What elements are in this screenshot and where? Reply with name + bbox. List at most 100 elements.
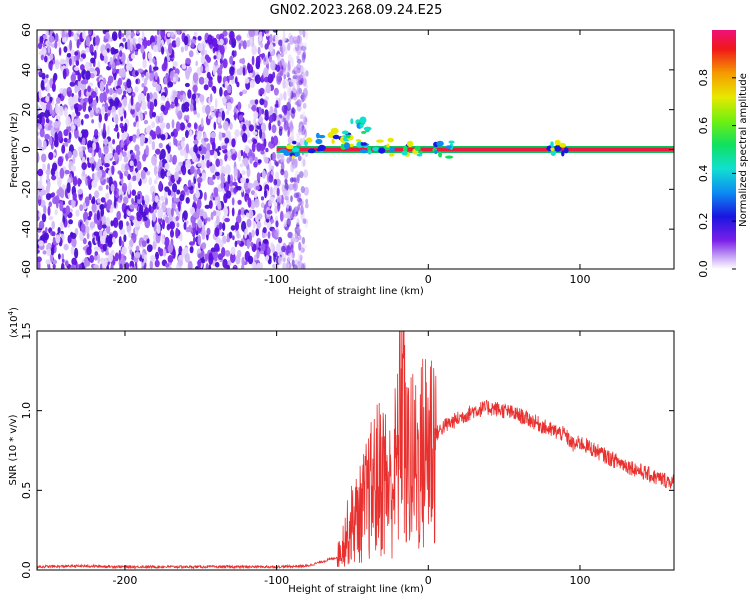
noise-blob bbox=[278, 128, 283, 136]
noise-blob bbox=[114, 252, 119, 262]
noise-blob bbox=[160, 95, 166, 101]
noise-blob bbox=[136, 121, 140, 128]
noise-blob bbox=[189, 103, 194, 112]
signal-feature bbox=[342, 130, 349, 135]
noise-blob bbox=[172, 154, 177, 165]
noise-blob bbox=[113, 189, 118, 196]
noise-blob bbox=[41, 116, 45, 126]
signal-feature bbox=[554, 144, 562, 152]
noise-blob bbox=[100, 197, 106, 203]
noise-blob bbox=[139, 134, 146, 145]
noise-blob bbox=[59, 221, 64, 231]
noise-blob bbox=[304, 121, 308, 130]
noise-blob bbox=[71, 124, 76, 131]
noise-blob bbox=[65, 153, 69, 162]
noise-blob bbox=[268, 199, 272, 207]
noise-blob bbox=[70, 73, 77, 83]
noise-blob bbox=[75, 209, 80, 217]
noise-blob bbox=[254, 156, 258, 162]
noise-blob bbox=[251, 55, 255, 66]
noise-blob bbox=[232, 181, 238, 186]
noise-blob bbox=[260, 242, 266, 252]
noise-blob bbox=[196, 198, 202, 210]
noise-blob bbox=[45, 227, 48, 233]
noise-blob bbox=[89, 109, 94, 118]
noise-blob bbox=[265, 147, 269, 153]
noise-blob bbox=[277, 120, 281, 127]
noise-blob bbox=[73, 33, 78, 40]
noise-blob bbox=[57, 130, 63, 141]
noise-blob bbox=[136, 128, 140, 140]
signal-feature bbox=[318, 134, 326, 139]
noise-blob bbox=[277, 256, 283, 265]
noise-blob bbox=[70, 96, 74, 106]
snr-y-scale-label: (x104) bbox=[7, 307, 20, 338]
noise-blob bbox=[208, 180, 215, 186]
noise-blob bbox=[136, 30, 140, 35]
noise-blob bbox=[248, 30, 254, 38]
noise-blob bbox=[253, 111, 259, 120]
noise-blob bbox=[195, 266, 199, 269]
noise-blob bbox=[175, 207, 179, 216]
noise-blob bbox=[185, 159, 191, 169]
noise-blob bbox=[216, 238, 220, 244]
noise-blob bbox=[54, 40, 58, 49]
noise-blob bbox=[128, 231, 132, 238]
noise-blob bbox=[112, 236, 116, 244]
x-tick-label: 0 bbox=[425, 574, 432, 587]
noise-blob bbox=[146, 238, 150, 244]
noise-blob bbox=[248, 124, 254, 132]
noise-blob bbox=[246, 132, 251, 138]
noise-blob bbox=[145, 126, 152, 134]
noise-blob bbox=[298, 261, 302, 269]
noise-blob bbox=[269, 42, 273, 52]
noise-blob bbox=[300, 92, 305, 103]
noise-blob bbox=[256, 221, 262, 229]
noise-blob bbox=[155, 233, 161, 244]
noise-blob bbox=[55, 234, 61, 244]
noise-blob bbox=[280, 155, 285, 165]
noise-blob bbox=[214, 200, 218, 206]
noise-blob bbox=[262, 227, 267, 234]
noise-blob bbox=[297, 260, 303, 269]
noise-blob bbox=[62, 88, 68, 97]
noise-blob bbox=[166, 122, 171, 130]
x-tick-label: 100 bbox=[569, 273, 590, 286]
noise-blob bbox=[122, 37, 126, 42]
y-tick-label: 60 bbox=[20, 23, 33, 37]
noise-blob bbox=[116, 87, 123, 95]
noise-blob bbox=[213, 121, 217, 130]
noise-blob bbox=[261, 169, 266, 179]
signal-feature bbox=[331, 138, 335, 144]
noise-blob bbox=[299, 199, 305, 204]
noise-blob bbox=[270, 219, 275, 224]
noise-blob bbox=[44, 133, 50, 140]
noise-blob bbox=[231, 207, 235, 217]
noise-blob bbox=[270, 136, 274, 145]
signal-feature bbox=[403, 145, 408, 153]
noise-blob bbox=[89, 156, 95, 164]
noise-blob bbox=[41, 153, 47, 163]
noise-blob bbox=[291, 233, 298, 243]
noise-blob bbox=[124, 122, 128, 132]
noise-blob bbox=[60, 262, 65, 269]
noise-blob bbox=[302, 111, 306, 122]
x-tick-label: -100 bbox=[264, 273, 289, 286]
noise-blob bbox=[230, 225, 236, 231]
noise-blob bbox=[179, 233, 183, 242]
noise-blob bbox=[264, 109, 269, 117]
noise-blob bbox=[130, 266, 133, 269]
noise-blob bbox=[56, 97, 61, 104]
noise-blob bbox=[151, 155, 157, 166]
noise-blob bbox=[93, 254, 98, 261]
noise-blob bbox=[108, 140, 113, 149]
noise-blob bbox=[268, 160, 272, 172]
noise-blob bbox=[126, 221, 129, 227]
noise-blob bbox=[37, 168, 44, 177]
noise-blob bbox=[268, 256, 272, 262]
noise-blob bbox=[172, 94, 176, 100]
noise-blob bbox=[121, 33, 125, 38]
noise-blob bbox=[287, 252, 293, 262]
noise-blob bbox=[81, 119, 84, 126]
noise-blob bbox=[112, 230, 118, 239]
